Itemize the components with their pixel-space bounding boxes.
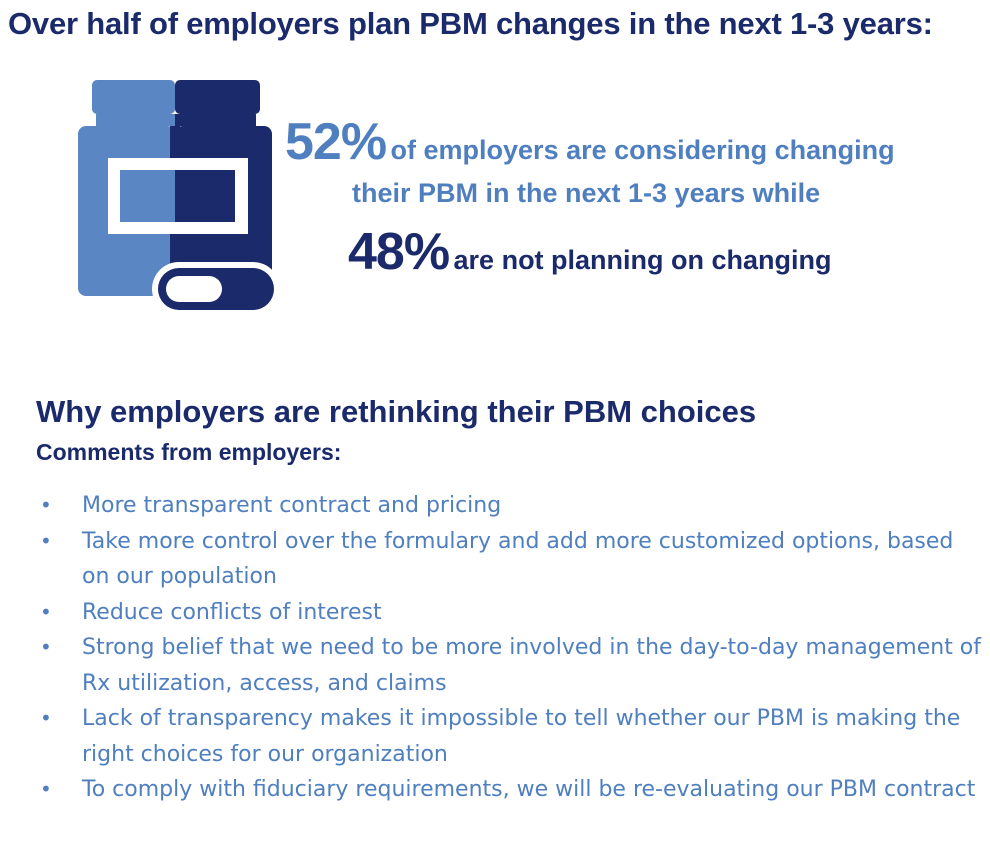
comment-text: Lack of transparency makes it impossible… [82,706,961,767]
bullet-dot: • [40,706,52,730]
comment-text: To comply with fiduciary requirements, w… [82,777,976,802]
list-item: • Lack of transparency makes it impossibl… [36,701,981,772]
bullet-dot: • [40,528,52,553]
stat-considering-line1: 52% of employers are considering changin… [285,112,895,172]
comment-text: More transparent contract and pricing [82,493,502,518]
comment-text: Strong belief that we need to be more in… [82,635,982,696]
bullet-dot: • [40,599,52,624]
list-item: • Strong belief that we need to be more i… [36,630,981,701]
pill-bottle-icon [78,80,280,316]
bullet-dot: • [40,777,52,801]
comment-text: Take more control over the formulary and… [82,528,954,590]
considering-percent: 52% [285,113,387,171]
stat-not-planning: 48% are not planning on changing [348,222,832,282]
section-subtitle: Comments from employers: [36,439,342,465]
list-item: • To comply with fiduciary requirements, … [36,772,981,808]
section-title: Why employers are rethinking their PBM c… [36,394,757,429]
list-item: • More transparent contract and pricing [36,488,981,524]
list-item: • Reduce conflicts of interest [36,595,981,631]
not-planning-text: are not planning on changing [453,245,832,275]
considering-text-1: of employers are considering changing [390,135,895,165]
comments-list: • More transparent contract and pricing •… [36,488,981,808]
comment-text: Reduce conflicts of interest [82,599,382,625]
bullet-dot: • [40,493,52,517]
not-planning-percent: 48% [348,223,450,281]
page-headline: Over half of employers plan PBM changes … [8,6,933,41]
considering-text-2: their PBM in the next 1-3 years while [352,178,821,208]
list-item: • Take more control over the formulary an… [36,524,981,595]
stat-considering-line2: their PBM in the next 1-3 years while [352,178,820,209]
bullet-dot: • [40,635,52,659]
